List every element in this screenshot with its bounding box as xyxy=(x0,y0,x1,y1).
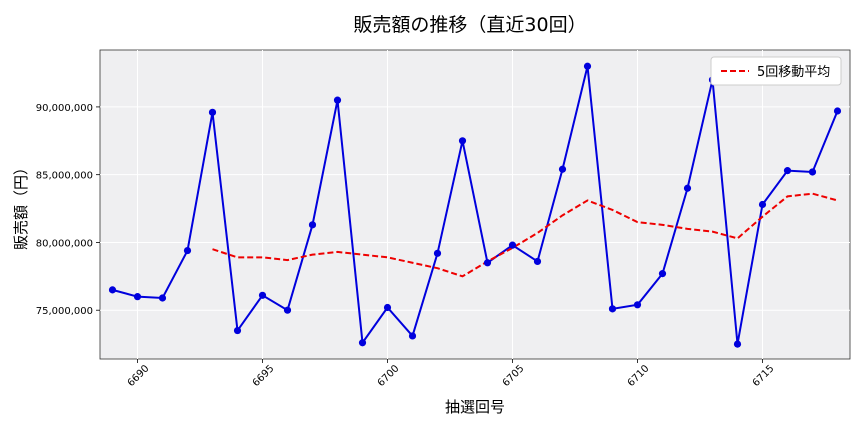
x-tick-label: 6715 xyxy=(751,363,777,389)
data-point xyxy=(458,137,467,145)
y-tick-label: 90,000,000 xyxy=(36,103,93,114)
data-point xyxy=(733,340,742,348)
x-axis-label: 抽選回号 xyxy=(445,398,505,416)
x-tick-label: 6695 xyxy=(251,363,277,389)
y-axis-ticks: 75,000,000 80,000,000 85,000,000 90,000,000 xyxy=(36,103,100,317)
legend-label-moving-average: 5回移動平均 xyxy=(757,65,830,80)
x-tick-label: 6710 xyxy=(626,363,652,389)
legend: 5回移動平均 xyxy=(710,56,842,86)
data-point xyxy=(608,305,617,313)
data-point xyxy=(683,184,692,192)
grid-lines xyxy=(100,50,850,359)
data-point xyxy=(583,62,592,70)
data-point xyxy=(533,257,542,266)
x-tick-label: 6700 xyxy=(376,363,402,389)
y-tick-label: 80,000,000 xyxy=(36,238,93,249)
data-point xyxy=(758,200,767,209)
chart-title: 販売額の推移（直近30回） xyxy=(353,14,586,36)
data-point xyxy=(258,291,267,299)
series-group xyxy=(108,62,842,348)
data-point xyxy=(483,259,492,267)
legend-box xyxy=(710,56,842,86)
y-tick-label: 85,000,000 xyxy=(36,171,93,182)
data-point xyxy=(633,301,642,309)
y-tick-label: 75,000,000 xyxy=(36,306,93,317)
x-tick-label: 6705 xyxy=(501,363,527,389)
data-point xyxy=(433,249,442,257)
x-axis-ticks: 6690 6695 6700 6705 6710 6715 xyxy=(126,359,777,389)
data-point xyxy=(508,241,517,249)
data-point xyxy=(283,306,292,314)
series-line-moving-average xyxy=(212,192,838,278)
data-point xyxy=(108,286,117,294)
series-line-sales xyxy=(112,66,839,346)
data-point xyxy=(658,270,667,278)
data-point xyxy=(408,332,417,340)
data-point xyxy=(783,167,792,175)
data-point xyxy=(558,165,567,173)
data-point xyxy=(333,96,342,104)
data-point xyxy=(358,339,367,347)
data-point xyxy=(383,303,392,312)
data-point xyxy=(233,326,242,335)
data-point xyxy=(833,107,842,115)
data-point xyxy=(808,168,817,176)
data-point xyxy=(158,294,167,302)
x-tick-label: 6690 xyxy=(126,363,152,389)
data-point xyxy=(308,221,317,229)
data-point xyxy=(208,108,217,116)
y-axis-label: 販売額（円） xyxy=(12,160,30,250)
data-point xyxy=(133,293,142,301)
data-point xyxy=(183,246,192,255)
